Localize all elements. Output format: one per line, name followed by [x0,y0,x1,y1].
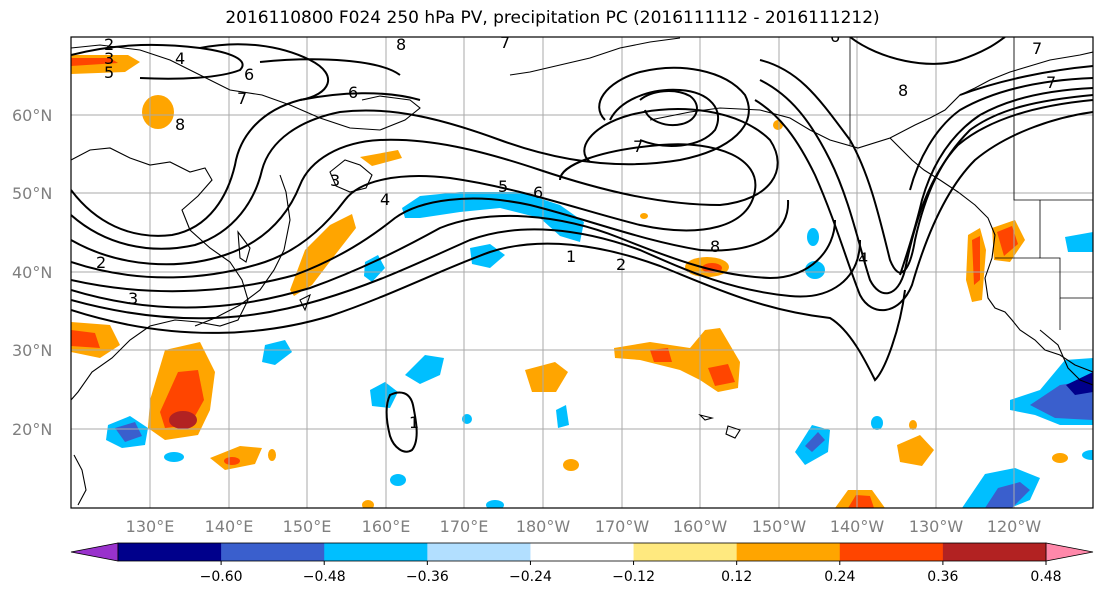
colorbar-segment [942,543,1047,561]
longitude-labels: 130°E 140°E 150°E 160°E 170°E 180°W 170°… [126,517,1042,536]
lon-label: 140°W [830,517,885,536]
colorbar-tick-label: 0.12 [721,569,752,585]
colorbar-extend-min [70,542,119,562]
lat-label: 40°N [12,263,52,282]
lon-label: 130°E [126,517,175,536]
colorbar-segment [633,543,738,561]
pv-contour-label: 4 [380,190,390,209]
pv-contour-label: 7 [633,137,643,156]
colorbar-extend-max [1045,542,1094,562]
colorbar-segment [221,543,325,561]
pv-contour-labels: 2 3 5 4 6 7 8 6 3 4 5 6 1 2 8 7 4 8 7 7 … [96,27,1056,432]
pv-contour-label: 2 [96,253,106,272]
pv-contour-label: 8 [396,35,406,54]
lat-label: 30°N [12,341,52,360]
colorbar-tick-label: 0.24 [824,569,855,585]
pv-contour-label: 6 [830,27,840,46]
pv-contour-label: 3 [128,289,138,308]
colorbar-segment [427,543,531,561]
lon-label: 120°W [987,517,1042,536]
lon-label: 170°W [595,517,650,536]
pv-contour-label: 4 [858,249,868,268]
colorbar-tick-label: −0.48 [303,569,346,585]
colorbar-segment [839,543,944,561]
lon-label: 140°E [205,517,254,536]
colorbar-tick-label: 0.36 [927,569,958,585]
graticule [71,37,1093,508]
pv-contour-label: 8 [175,115,185,134]
pv-contour-label: 3 [104,49,114,68]
lat-label: 20°N [12,420,52,439]
colorbar-tick-label: −0.12 [612,569,655,585]
lon-label: 150°W [752,517,807,536]
pv-contour-label: 1 [409,413,419,432]
lon-label: 160°W [673,517,728,536]
pv-contour-label: 7 [1032,39,1042,58]
pv-contour-label: 8 [898,81,908,100]
colorbar: −0.60 −0.48 −0.36 −0.24 −0.12 0.12 0.24 0.36 0.4… [70,542,1094,585]
pv-contour-label: 3 [330,171,340,190]
latitude-labels: 60°N 50°N 40°N 30°N 20°N [12,106,52,439]
pv-contours [71,37,1093,453]
pv-contour-label: 6 [244,65,254,84]
colorbar-segment [118,543,222,561]
pv-contour-label: 5 [104,63,114,82]
colorbar-outline [117,542,1047,562]
colorbar-tick-label: −0.24 [509,569,552,585]
pv-contour-label: 7 [1046,73,1056,92]
lon-label: 150°E [283,517,332,536]
colorbar-tick-label: −0.36 [406,569,449,585]
pv-contour-label: 2 [104,35,114,54]
figure-title: 2016110800 F024 250 hPa PV, precipitatio… [225,8,880,28]
lon-label: 170°E [440,517,489,536]
lon-label: 130°W [909,517,964,536]
lon-label: 160°E [362,517,411,536]
pv-contour-label: 1 [566,247,576,266]
pv-contour-label: 7 [237,89,247,108]
colorbar-segment [736,543,841,561]
pv-contour-label: 4 [175,49,185,68]
lat-label: 60°N [12,106,52,125]
colorbar-tick-label: 0.48 [1030,569,1061,585]
pv-contour-label: 5 [498,177,508,196]
colorbar-segment [324,543,428,561]
pv-contour-label: 8 [710,237,720,256]
pv-contour-label: 6 [348,83,358,102]
pv-contour-label: 2 [616,255,626,274]
colorbar-segment [530,543,635,561]
map-frame [70,36,1094,509]
colorbar-tick-label: −0.60 [200,569,243,585]
lat-label: 50°N [12,184,52,203]
pv-contour-label: 7 [500,33,510,52]
political-boundaries [849,37,1093,330]
pv-contour-label: 6 [533,183,543,202]
lon-label: 180°W [516,517,571,536]
